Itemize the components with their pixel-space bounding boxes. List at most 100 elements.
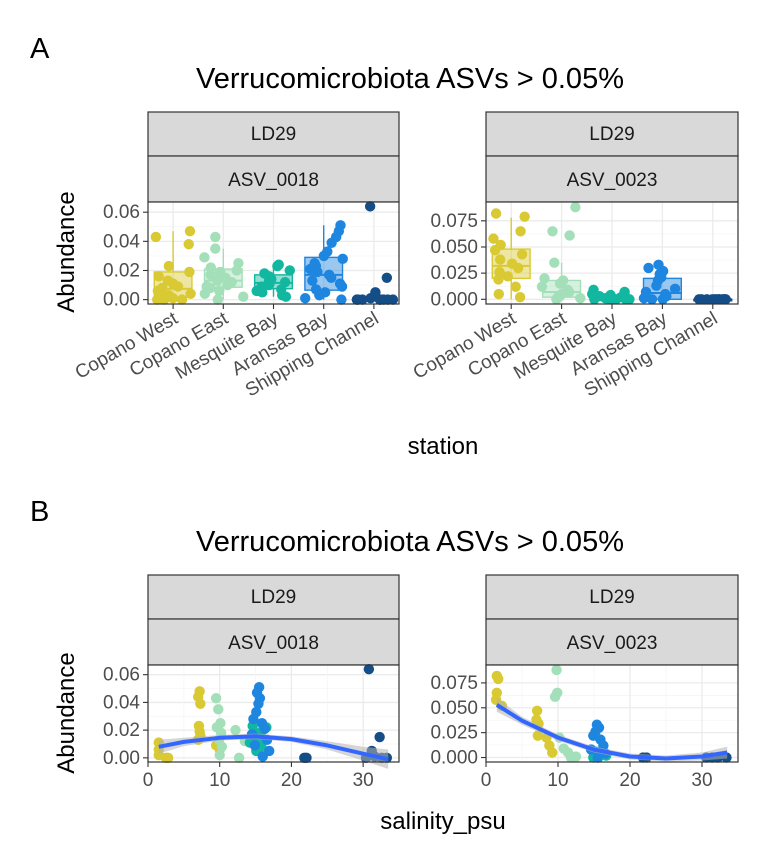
panel-b-facet-1-plot: 0.000 0.025 0.050 0.075 0 10 20 30 xyxy=(430,664,739,791)
y-tick-label: 0.050 xyxy=(430,237,478,258)
point-copano-east xyxy=(564,230,575,241)
strip-label-bottom: ASV_0023 xyxy=(567,633,658,654)
point-copano-east xyxy=(536,281,548,292)
panel-a-ylabel: Abundance xyxy=(53,191,80,312)
point-copano-east xyxy=(549,691,561,703)
panel-a-xlabel: station xyxy=(408,433,479,460)
y-tick-label: 0.025 xyxy=(430,723,478,744)
point-shipping-channel xyxy=(301,752,312,764)
y-tick-label: 0.06 xyxy=(103,202,140,223)
facet-a-asv0018: LD29 ASV_0018 xyxy=(147,111,400,203)
x-tick-label: 0 xyxy=(481,770,492,791)
point-shipping-channel xyxy=(387,294,399,305)
point-copano-east xyxy=(547,226,558,237)
y-tick-label: 0.075 xyxy=(430,673,478,694)
point-copano-east xyxy=(575,293,586,304)
y-tick-label: 0.00 xyxy=(103,290,140,311)
strip-top xyxy=(147,111,400,157)
strip-label-top: LD29 xyxy=(589,587,634,608)
point-copano-west xyxy=(184,225,196,237)
point-mesquite-bay xyxy=(620,294,632,305)
point-copano-east xyxy=(231,265,242,276)
y-tick-label: 0.00 xyxy=(103,748,140,769)
point-mesquite-bay xyxy=(589,294,600,305)
point-aransas-bay xyxy=(326,272,337,283)
point-aransas-bay xyxy=(257,751,268,762)
point-copano-west xyxy=(532,730,544,741)
plot-background xyxy=(148,665,399,762)
point-mesquite-bay xyxy=(257,287,268,298)
point-mesquite-bay xyxy=(604,294,616,305)
point-copano-east xyxy=(205,262,216,273)
strip-top xyxy=(485,111,739,157)
point-copano-east xyxy=(549,257,560,268)
point-copano-west xyxy=(489,244,501,256)
point-shipping-channel xyxy=(374,731,385,743)
point-mesquite-bay xyxy=(272,260,283,272)
point-copano-east xyxy=(214,749,225,761)
point-copano-west xyxy=(185,288,196,299)
point-aransas-bay xyxy=(646,294,658,305)
point-aransas-bay xyxy=(312,266,323,278)
point-aransas-bay xyxy=(638,293,650,304)
y-tick-label: 0.04 xyxy=(103,692,140,713)
point-aransas-bay xyxy=(318,250,330,262)
point-copano-east xyxy=(230,724,241,736)
point-copano-east xyxy=(199,288,211,299)
point-copano-west xyxy=(516,249,528,260)
point-shipping-channel xyxy=(381,272,393,283)
point-copano-west xyxy=(493,274,504,285)
point-shipping-channel xyxy=(363,663,375,675)
point-aransas-bay xyxy=(259,723,271,734)
point-copano-west xyxy=(150,231,162,243)
point-shipping-channel xyxy=(696,294,707,305)
point-aransas-bay xyxy=(657,294,669,305)
point-copano-west xyxy=(490,208,502,219)
strip-bottom xyxy=(147,618,400,666)
point-copano-west xyxy=(195,698,206,709)
point-copano-east xyxy=(212,294,223,305)
point-copano-west xyxy=(515,226,526,237)
point-copano-west xyxy=(176,294,188,305)
point-copano-east xyxy=(216,741,228,752)
point-aransas-bay xyxy=(314,290,325,301)
point-shipping-channel xyxy=(365,292,376,304)
point-copano-east xyxy=(199,252,210,263)
point-aransas-bay xyxy=(669,283,681,295)
point-copano-west xyxy=(162,752,174,764)
x-tick-label: 10 xyxy=(209,770,230,791)
point-shipping-channel xyxy=(364,201,376,212)
facet-a-asv0023: LD29 ASV_0023 xyxy=(485,111,739,203)
y-tick-label: 0.000 xyxy=(430,748,478,769)
point-copano-east xyxy=(222,279,233,291)
point-shipping-channel xyxy=(717,294,728,305)
point-copano-east xyxy=(210,243,221,254)
point-copano-east xyxy=(565,752,577,763)
point-mesquite-bay xyxy=(284,265,295,276)
x-tick-label: 20 xyxy=(619,770,640,791)
strip-label-top: LD29 xyxy=(251,124,296,145)
y-tick-label: 0.050 xyxy=(430,698,478,719)
point-copano-west xyxy=(514,292,526,303)
y-tick-label: 0.02 xyxy=(103,720,140,741)
point-copano-east xyxy=(570,202,581,213)
strip-label-bottom: ASV_0018 xyxy=(228,170,319,191)
x-tick-label: 30 xyxy=(691,770,712,791)
point-aransas-bay xyxy=(326,237,337,248)
point-copano-west xyxy=(183,239,194,250)
panel-b-title: Verrucomicrobiota ASVs > 0.05% xyxy=(196,526,624,558)
y-tick-label: 0.06 xyxy=(103,665,140,686)
point-copano-west xyxy=(172,281,184,292)
strip-bottom xyxy=(485,155,739,203)
point-aransas-bay xyxy=(651,280,662,291)
point-aransas-bay xyxy=(300,292,311,304)
strip-bottom xyxy=(147,155,400,203)
point-copano-west xyxy=(510,281,521,292)
y-tick-label: 0.025 xyxy=(430,263,478,284)
strip-label-bottom: ASV_0023 xyxy=(567,170,658,191)
point-aransas-bay xyxy=(592,752,603,763)
facet-b-asv0023: LD29 ASV_0023 xyxy=(485,574,739,666)
smooth-line xyxy=(495,703,728,761)
